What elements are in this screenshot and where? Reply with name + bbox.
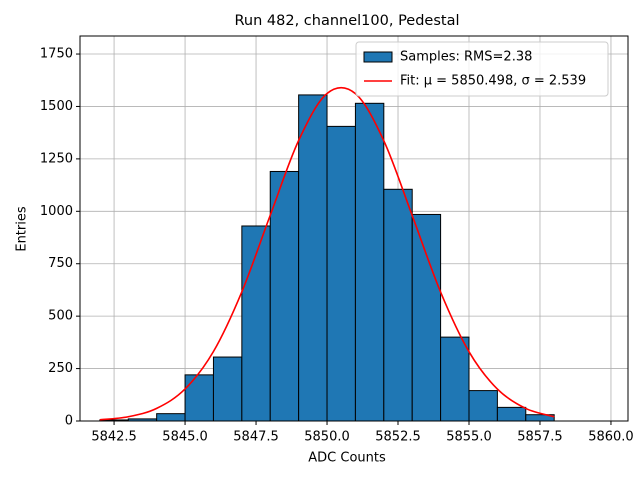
x-tick-label: 5857.5 <box>517 430 563 445</box>
x-tick-label: 5860.0 <box>588 430 634 445</box>
histogram-bar <box>440 336 470 422</box>
x-tick-label: 5847.5 <box>233 430 279 445</box>
x-tick-label: 5850.0 <box>304 430 350 445</box>
x-tick-label: 5842.5 <box>91 430 137 445</box>
fit-line <box>99 86 555 421</box>
y-tick-label: 750 <box>48 256 73 271</box>
legend-swatch <box>363 51 393 63</box>
histogram-bar <box>269 170 300 422</box>
x-tick-label: 5852.5 <box>375 430 421 445</box>
x-tick-label: 5855.0 <box>446 430 492 445</box>
y-tick-label: 1000 <box>40 204 73 219</box>
histogram-bar <box>468 390 498 422</box>
histogram-bar <box>241 225 271 422</box>
histogram-bar <box>411 213 442 422</box>
y-tick-label: 0 <box>65 414 73 429</box>
histogram-bar <box>383 188 413 422</box>
legend-box <box>355 41 609 97</box>
chart-title: Run 482, channel100, Pedestal <box>234 13 459 29</box>
histogram-bar <box>212 356 243 422</box>
histogram-bar <box>156 413 186 422</box>
histogram-bar <box>496 406 527 422</box>
histogram-bar <box>326 125 356 422</box>
y-tick-label: 1750 <box>40 47 73 62</box>
y-axis-label: Entries <box>15 206 30 252</box>
y-tick-label: 1500 <box>40 99 73 114</box>
y-tick-label: 1250 <box>40 151 73 166</box>
y-tick-label: 250 <box>48 361 73 376</box>
legend: Samples: RMS=2.38 Fit: μ = 5850.498, σ = … <box>355 41 609 97</box>
x-tick-label: 5845.0 <box>162 430 208 445</box>
histogram-bar <box>184 374 214 422</box>
histogram-bar <box>298 94 328 422</box>
x-axis-label: ADC Counts <box>308 451 386 466</box>
legend-label: Fit: μ = 5850.498, σ = 2.539 <box>400 74 586 89</box>
y-tick-label: 500 <box>48 309 73 324</box>
plot-frame <box>79 35 629 422</box>
histogram-bar <box>354 102 385 422</box>
legend-label: Samples: RMS=2.38 <box>400 50 532 65</box>
